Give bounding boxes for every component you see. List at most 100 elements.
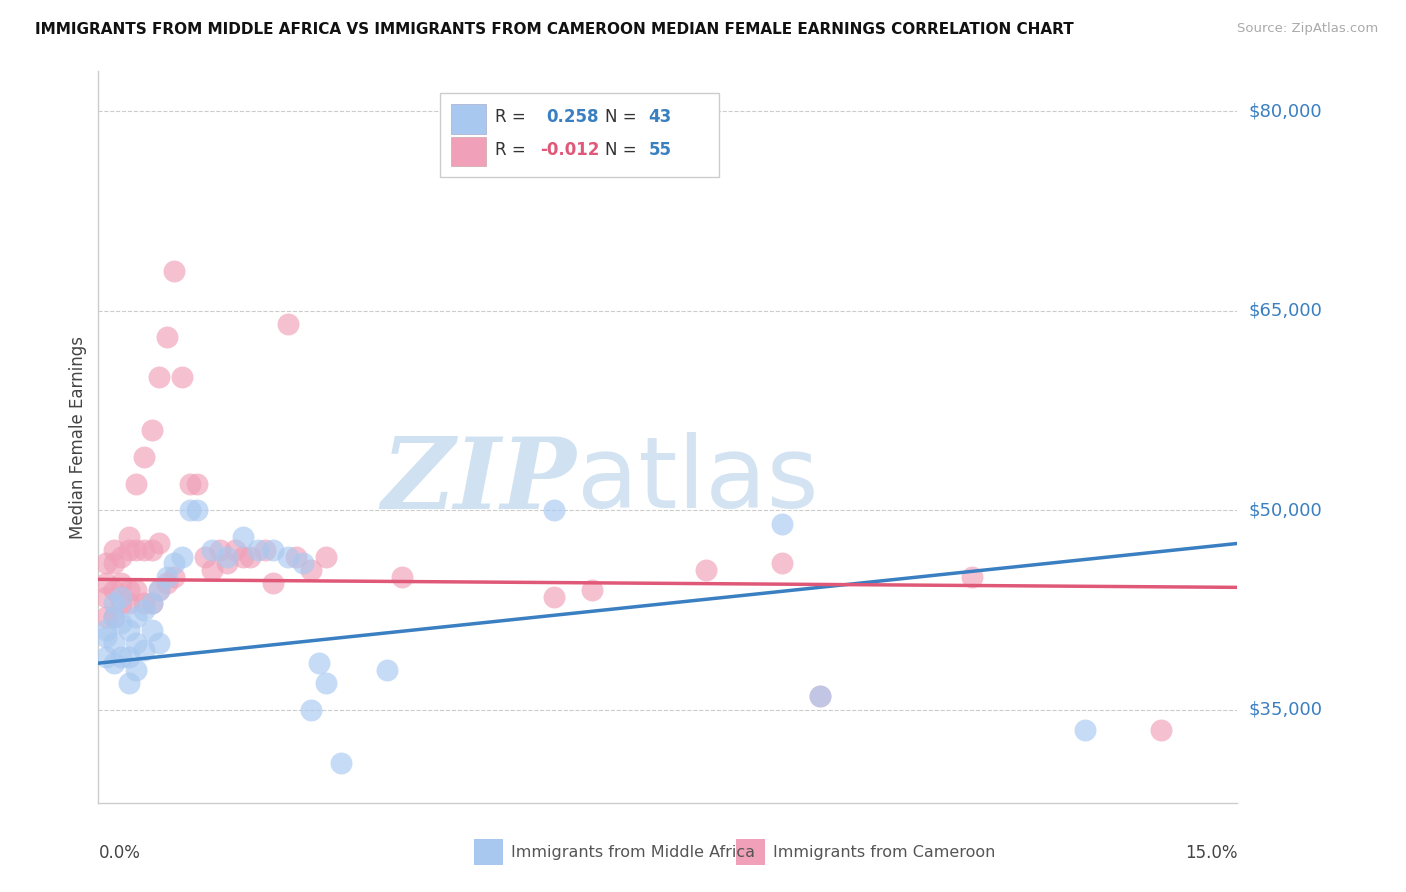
Point xyxy=(110,549,132,564)
Point xyxy=(103,656,125,670)
Text: atlas: atlas xyxy=(576,433,818,530)
Point xyxy=(148,582,170,597)
Text: 0.258: 0.258 xyxy=(546,109,599,127)
Point xyxy=(315,549,337,564)
Point xyxy=(163,557,186,571)
Point xyxy=(118,530,141,544)
Point xyxy=(132,450,155,464)
Text: $35,000: $35,000 xyxy=(1249,701,1323,719)
Text: $50,000: $50,000 xyxy=(1249,501,1322,519)
Point xyxy=(125,609,148,624)
Point xyxy=(148,370,170,384)
Point xyxy=(186,503,208,517)
Point xyxy=(118,676,141,690)
Point xyxy=(118,543,141,558)
Point xyxy=(170,549,193,564)
Point xyxy=(110,616,132,631)
Point xyxy=(239,549,262,564)
Point xyxy=(110,576,132,591)
Point xyxy=(581,582,603,597)
Point xyxy=(232,530,254,544)
Bar xyxy=(474,839,503,865)
Point xyxy=(201,563,224,577)
Point xyxy=(94,609,117,624)
Point xyxy=(277,317,299,331)
Point xyxy=(299,563,322,577)
Point xyxy=(1074,723,1097,737)
Text: $65,000: $65,000 xyxy=(1249,301,1322,319)
Point xyxy=(148,536,170,550)
Point xyxy=(125,476,148,491)
Point xyxy=(141,596,163,610)
Point xyxy=(94,576,117,591)
Text: ZIP: ZIP xyxy=(382,433,576,529)
Point xyxy=(103,582,125,597)
Point xyxy=(208,543,231,558)
Point xyxy=(103,636,125,650)
Point xyxy=(118,596,141,610)
Point xyxy=(284,549,307,564)
Point xyxy=(186,476,208,491)
Point xyxy=(179,476,201,491)
Point xyxy=(103,557,125,571)
Point xyxy=(132,643,155,657)
Point xyxy=(132,596,155,610)
Point xyxy=(94,590,117,604)
Point xyxy=(770,557,793,571)
Point xyxy=(277,549,299,564)
Text: 55: 55 xyxy=(648,141,672,160)
Point xyxy=(163,264,186,278)
Point xyxy=(132,543,155,558)
Point xyxy=(125,663,148,677)
Text: N =: N = xyxy=(605,141,643,160)
Point xyxy=(254,543,277,558)
Point xyxy=(156,330,179,344)
Point xyxy=(201,543,224,558)
Text: Immigrants from Cameroon: Immigrants from Cameroon xyxy=(773,845,995,860)
Point xyxy=(292,557,315,571)
Point xyxy=(1150,723,1173,737)
Point xyxy=(299,703,322,717)
Point xyxy=(179,503,201,517)
Point xyxy=(110,596,132,610)
Point xyxy=(118,623,141,637)
Bar xyxy=(737,839,765,865)
Point xyxy=(543,590,565,604)
Point xyxy=(94,649,117,664)
Point xyxy=(118,582,141,597)
Point xyxy=(148,636,170,650)
Text: N =: N = xyxy=(605,109,643,127)
Point xyxy=(375,663,398,677)
Point xyxy=(262,576,284,591)
Text: R =: R = xyxy=(495,141,530,160)
Text: -0.012: -0.012 xyxy=(540,141,600,160)
Point xyxy=(94,557,117,571)
Point xyxy=(163,570,186,584)
Point xyxy=(132,603,155,617)
Text: 0.0%: 0.0% xyxy=(98,845,141,863)
Point xyxy=(141,424,163,438)
Point xyxy=(246,543,269,558)
Point xyxy=(232,549,254,564)
Point xyxy=(695,563,717,577)
Point xyxy=(125,582,148,597)
Point xyxy=(808,690,831,704)
Point xyxy=(94,623,117,637)
Point xyxy=(217,557,239,571)
Text: 43: 43 xyxy=(648,109,672,127)
Point xyxy=(262,543,284,558)
FancyBboxPatch shape xyxy=(440,94,718,178)
Point xyxy=(141,543,163,558)
Point xyxy=(125,636,148,650)
Point xyxy=(391,570,413,584)
Point xyxy=(110,649,132,664)
Point xyxy=(103,543,125,558)
Point xyxy=(194,549,217,564)
Point xyxy=(960,570,983,584)
Y-axis label: Median Female Earnings: Median Female Earnings xyxy=(69,335,87,539)
Point xyxy=(110,590,132,604)
Point xyxy=(141,596,163,610)
Point xyxy=(156,570,179,584)
Point xyxy=(170,370,193,384)
Point xyxy=(330,756,353,770)
